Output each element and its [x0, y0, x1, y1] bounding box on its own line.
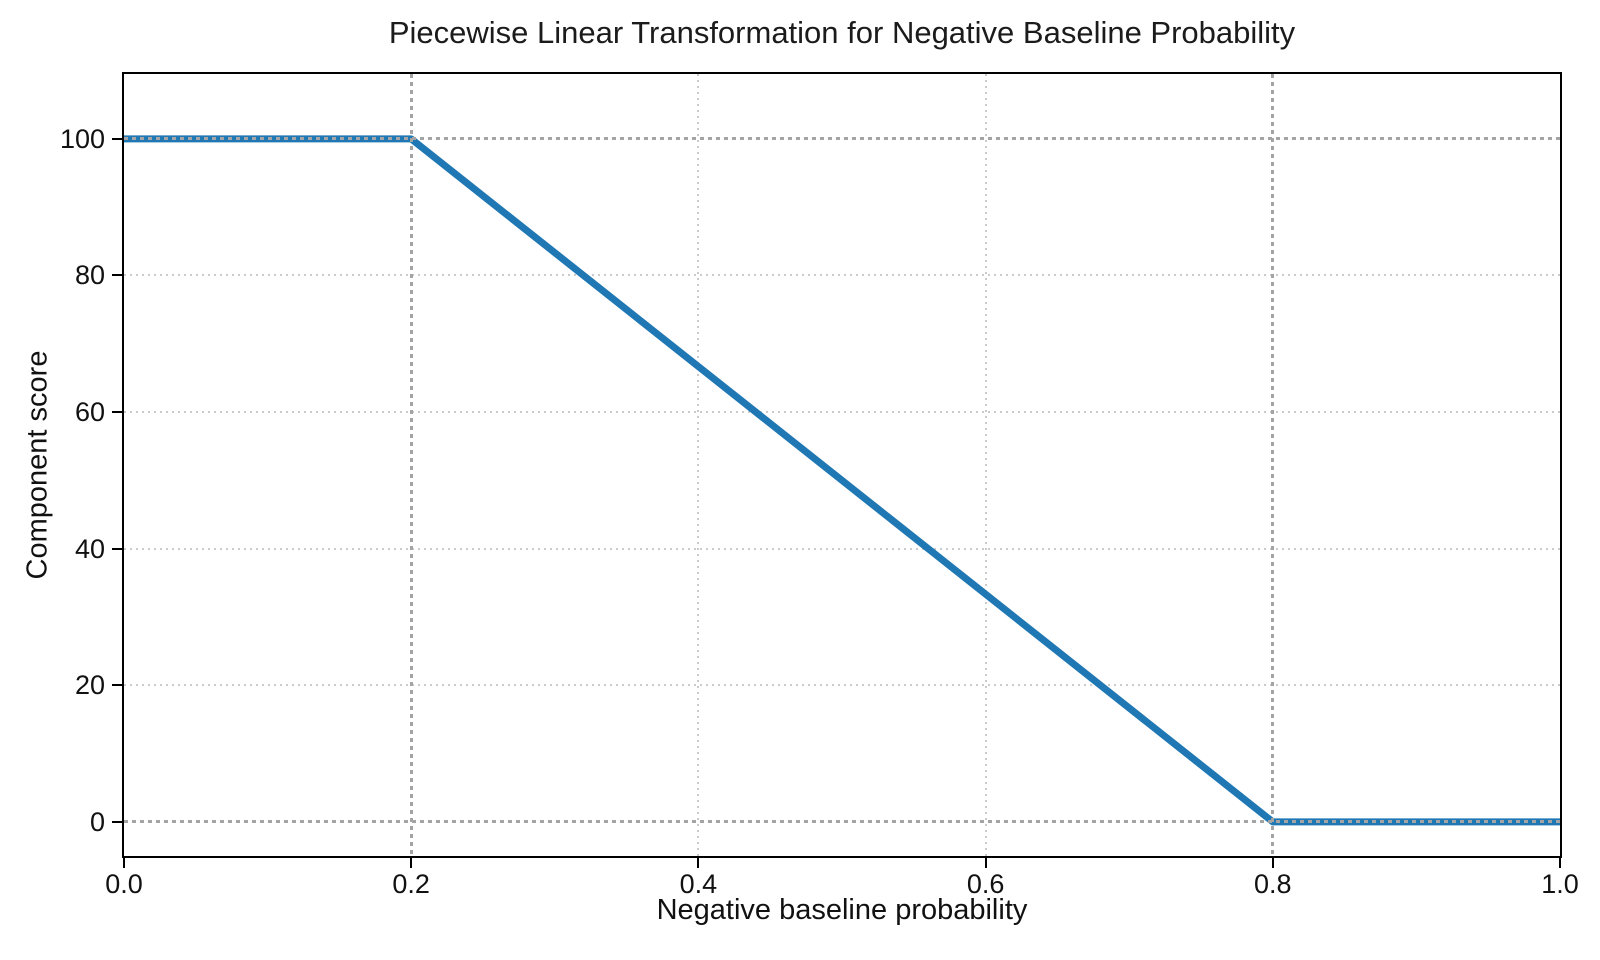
- y-tick-label: 40: [74, 533, 105, 564]
- gridline-horizontal: [124, 274, 1560, 277]
- x-tick-mark: [697, 858, 700, 868]
- reference-line-horizontal: [124, 820, 1560, 824]
- series-layer: [124, 135, 1560, 826]
- gridline-vertical: [984, 74, 987, 856]
- y-tick-label: 100: [59, 123, 105, 154]
- y-tick-mark: [112, 137, 122, 140]
- y-tick-label: 20: [74, 670, 105, 701]
- x-tick-mark: [123, 858, 125, 868]
- x-tick-mark: [1559, 858, 1561, 868]
- reference-line-vertical: [409, 74, 413, 856]
- gridline-horizontal: [124, 547, 1560, 550]
- y-tick-mark: [112, 274, 122, 277]
- y-tick-mark: [112, 411, 122, 414]
- y-tick-mark: [112, 547, 122, 550]
- chart-title: Piecewise Linear Transformation for Nega…: [388, 15, 1296, 50]
- x-axis-label: Negative baseline probability: [656, 894, 1028, 926]
- x-tick-label: 1.0: [1541, 869, 1579, 899]
- y-tick-label: 80: [74, 260, 105, 291]
- x-tick-label: 0.0: [105, 869, 143, 899]
- plot-area: [122, 72, 1562, 858]
- x-tick-label: 0.4: [679, 869, 718, 899]
- x-tick-label: 0.2: [392, 869, 430, 899]
- y-tick-mark: [112, 684, 122, 687]
- gridline-horizontal: [124, 411, 1560, 414]
- x-tick-mark: [1271, 858, 1274, 868]
- plot-canvas: [124, 74, 1560, 856]
- y-tick-label: 0: [89, 806, 105, 837]
- x-tick-label: 0.8: [1254, 869, 1292, 899]
- gridline-vertical: [697, 74, 700, 856]
- x-axis: 0.0 0.2 0.4 0.6 0.8 1.0: [105, 858, 1579, 928]
- y-tick-label: 60: [74, 397, 105, 428]
- x-tick-label: 0.6: [966, 869, 1005, 899]
- gridline-horizontal: [124, 684, 1560, 687]
- reference-line-vertical: [1271, 74, 1275, 856]
- x-tick-mark: [410, 858, 413, 868]
- y-axis: 0 20 40 60 80 100: [0, 74, 122, 856]
- y-tick-mark: [112, 820, 122, 823]
- component-score-line: [124, 135, 1560, 826]
- reference-line-horizontal: [124, 137, 1560, 141]
- x-tick-mark: [984, 858, 987, 868]
- y-axis-label: Component score: [21, 350, 54, 580]
